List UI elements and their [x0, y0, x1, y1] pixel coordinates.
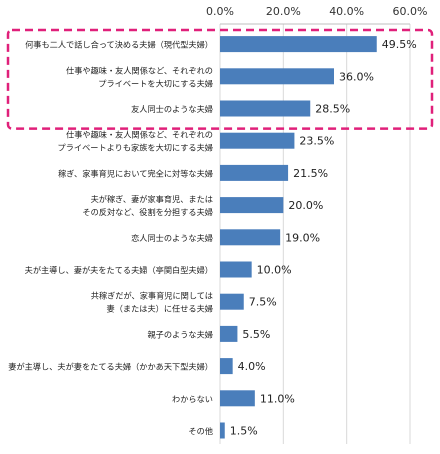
bar [220, 68, 334, 85]
category-label: 稼ぎ、家事育児において完全に対等な夫婦 [58, 168, 213, 178]
bar [220, 358, 233, 375]
bar [220, 293, 244, 310]
category-label: 共稼ぎだが、家事育児に関しては妻（または夫）に任せる夫婦 [91, 291, 213, 314]
category-label: 仕事や趣味・友人関係など、それぞれのプライベートよりも家族を大切にする夫婦 [58, 130, 213, 153]
value-label: 4.0% [238, 360, 266, 373]
highlight-layer [6, 28, 434, 130]
bar [220, 36, 377, 53]
value-label: 23.5% [299, 135, 334, 148]
bar [220, 261, 252, 278]
bar [220, 422, 225, 439]
category-label: 仕事や趣味・友人関係など、それぞれのプライベートを大切にする夫婦 [66, 65, 213, 88]
x-tick-label: 20.0% [266, 5, 301, 18]
category-label: 友人同士のような夫婦 [131, 104, 213, 114]
category-label: 夫が稼ぎ、妻が家事育児、またはその反対など、役割を分担する夫婦 [82, 194, 213, 217]
category-label: 妻が主導し、夫が妻をたてる夫婦（かかあ天下型夫婦） [8, 362, 213, 372]
bar [220, 229, 281, 246]
value-label: 1.5% [230, 425, 258, 438]
value-labels: 49.5% 36.0% 28.5% 23.5% 21.5% 20.0% 19.0% 10.0%… [230, 38, 417, 437]
value-label: 10.0% [257, 264, 292, 277]
bar [220, 164, 289, 181]
x-tick-label: 40.0% [329, 5, 364, 18]
value-label: 19.0% [285, 231, 320, 244]
category-label: 何事も二人で話し合って決める夫婦（現代型夫婦） [25, 40, 213, 50]
category-label: 恋人同士のような夫婦 [131, 233, 213, 243]
category-label: 夫が主導し、妻が夫をたてる夫婦（亭関白型夫婦） [25, 265, 213, 275]
value-label: 11.0% [260, 392, 295, 405]
x-tick-label: 0.0% [206, 5, 234, 18]
x-axis-ticks: 0.0% 20.0% 40.0% 60.0% [206, 5, 427, 18]
bar [220, 132, 295, 149]
bar [220, 100, 311, 117]
bar [220, 325, 238, 342]
bar [220, 390, 255, 407]
category-labels: 何事も二人で話し合って決める夫婦（現代型夫婦） 仕事や趣味・友人関係など、それぞれ… [8, 40, 213, 436]
highlight-box [6, 28, 434, 130]
value-label: 21.5% [293, 167, 328, 180]
value-label: 20.0% [288, 199, 323, 212]
category-label: 親子のような夫婦 [147, 329, 213, 339]
bars [220, 36, 377, 439]
category-label: わからない [172, 394, 213, 404]
value-label: 36.0% [339, 70, 374, 83]
value-label: 49.5% [382, 38, 417, 51]
value-label: 7.5% [249, 296, 277, 309]
value-label: 5.5% [242, 328, 270, 341]
value-label: 28.5% [315, 103, 350, 116]
category-label: その他 [188, 426, 213, 436]
bar [220, 197, 284, 214]
x-tick-label: 60.0% [393, 5, 428, 18]
